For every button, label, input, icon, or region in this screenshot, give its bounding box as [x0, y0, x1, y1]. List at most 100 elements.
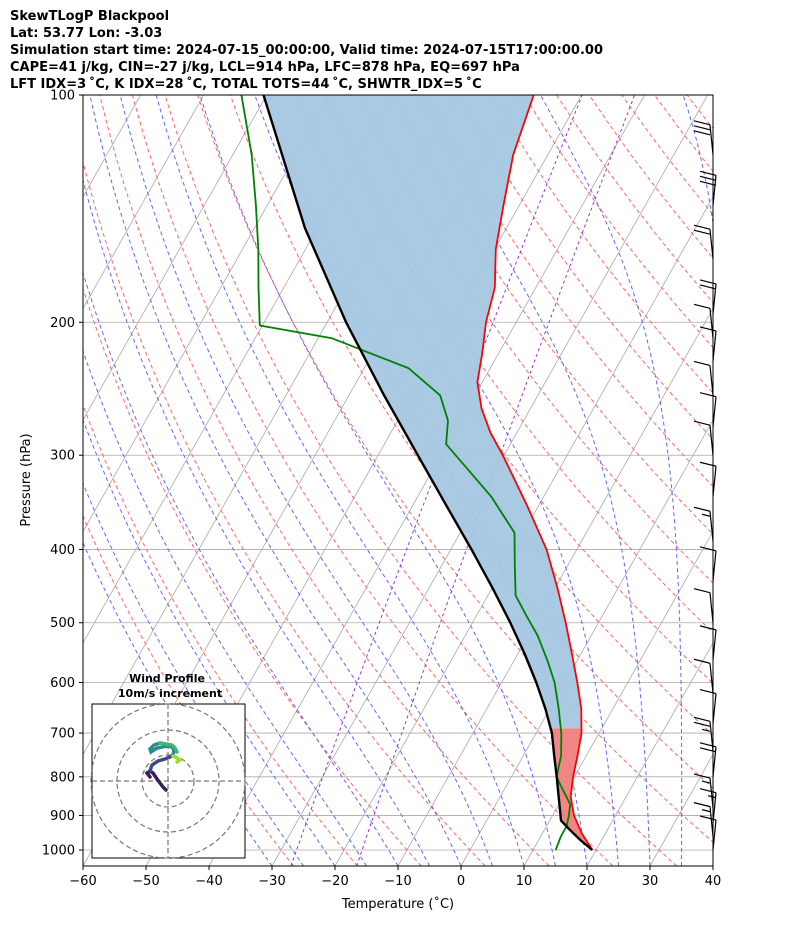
profile-lines — [240, 95, 594, 851]
x-axis-label: Temperature (˚C) — [341, 896, 454, 912]
barb-staff — [709, 425, 714, 456]
x-tick-label: 30 — [642, 874, 659, 889]
barb-flag — [699, 180, 717, 186]
dry-adiabat — [164, 95, 678, 866]
barb-flag — [693, 658, 711, 664]
barb-staff — [709, 663, 714, 694]
wind-profile-inset: Wind Profile 10m/s increment — [90, 672, 246, 859]
barb-flag — [693, 802, 711, 808]
moist-adiabat — [199, 95, 556, 866]
isotherm-line — [523, 530, 713, 866]
barb-flag — [693, 125, 711, 131]
hodograph-trace — [144, 741, 184, 792]
barb-flag — [693, 130, 711, 136]
dry-adiabat — [83, 160, 486, 866]
chart-title: SkewTLogP Blackpool — [10, 9, 170, 24]
y-tick-label: 100 — [50, 89, 75, 104]
moist-adiabat — [416, 95, 651, 866]
barb-flag — [699, 279, 717, 285]
dry-adiabat — [360, 95, 713, 584]
barb-staff — [709, 365, 714, 396]
dry-adiabat — [720, 95, 794, 866]
barb-staff — [709, 806, 714, 837]
barb-flag — [693, 506, 711, 512]
barb-staff — [709, 229, 714, 260]
barb-flag — [693, 120, 711, 126]
barb-flag — [699, 284, 717, 290]
barb-staff — [709, 778, 714, 809]
barb-staff — [709, 721, 714, 752]
indices-line-1: CAPE=41 j/kg, CIN=-27 j/kg, LCL=914 hPa,… — [10, 60, 520, 75]
barb-flag — [699, 392, 717, 398]
x-tick-label: −20 — [321, 874, 348, 889]
moist-adiabat — [83, 482, 304, 866]
isotherm-line — [0, 95, 15, 866]
barb-flag — [699, 742, 717, 748]
barb-flag — [693, 303, 711, 309]
barb-staff — [709, 308, 714, 339]
hodograph-segment — [171, 754, 184, 764]
chart-header: SkewTLogP Blackpool Lat: 53.77 Lon: -3.0… — [10, 8, 603, 93]
barb-flag — [693, 721, 711, 727]
x-tick-label: 20 — [579, 874, 596, 889]
barb-flag — [699, 175, 717, 181]
barb-staff — [712, 819, 717, 851]
moist-adiabat — [119, 95, 493, 866]
wind-barb — [693, 802, 714, 837]
inset-title: Wind Profile — [129, 672, 205, 685]
x-tick-label: −50 — [132, 874, 159, 889]
inset-rings — [90, 703, 246, 859]
barb-flag — [693, 229, 711, 235]
barb-staff — [712, 629, 717, 660]
parcel-line — [262, 95, 594, 851]
inset-ring — [116, 729, 220, 833]
y-tick-label: 300 — [50, 449, 75, 464]
hodograph-segment — [147, 741, 176, 757]
wind-barb — [699, 279, 717, 315]
wind-barb — [693, 716, 714, 752]
barb-half-flag — [701, 809, 711, 813]
barb-flag — [699, 461, 717, 467]
cape-area — [263, 95, 582, 729]
dry-adiabat — [392, 95, 713, 535]
barb-half-flag — [701, 780, 711, 784]
barb-flag — [693, 773, 711, 779]
axis-ticks: −60 −50 −40 −30 −20 −10 0 10 20 30 40 1000 900 800 700… — [42, 89, 721, 890]
wind-barb — [699, 170, 717, 206]
moist-adiabat — [83, 178, 430, 866]
moist-adiabat — [83, 271, 399, 866]
barb-flag — [693, 716, 711, 722]
barb-flag — [699, 326, 717, 332]
barb-flag — [699, 788, 717, 794]
x-tick-label: 40 — [705, 874, 722, 889]
barb-flag — [693, 360, 711, 367]
location-line: Lat: 53.77 Lon: -3.03 — [10, 26, 163, 41]
mixing-ratio-line — [356, 95, 636, 866]
barb-flag — [693, 224, 711, 230]
time-line: Simulation start time: 2024-07-15_00:00:… — [10, 43, 603, 58]
y-tick-label: 600 — [50, 676, 75, 691]
isotherm-line — [334, 196, 713, 866]
hodograph-segment — [148, 753, 175, 773]
barb-staff — [712, 330, 717, 361]
barb-staff — [712, 550, 717, 581]
moist-adiabat — [83, 349, 367, 866]
isotherm-line — [83, 95, 204, 310]
moist-adiabat — [155, 95, 525, 866]
barb-staff — [709, 124, 714, 155]
moist-adiabat — [89, 95, 462, 866]
dewpoint-line — [240, 95, 572, 851]
wind-barb — [699, 392, 717, 427]
wind-barb — [693, 303, 714, 339]
wind-barb — [693, 506, 714, 542]
wind-barb — [693, 224, 714, 260]
hodograph-segment — [144, 768, 168, 792]
barb-staff — [709, 592, 714, 623]
moist-adiabat — [540, 95, 683, 866]
hodograph-segment — [158, 741, 179, 754]
barb-half-flag — [701, 728, 711, 732]
barb-flag — [693, 420, 711, 426]
barb-staff — [712, 693, 717, 724]
isotherm-line — [0, 95, 78, 866]
